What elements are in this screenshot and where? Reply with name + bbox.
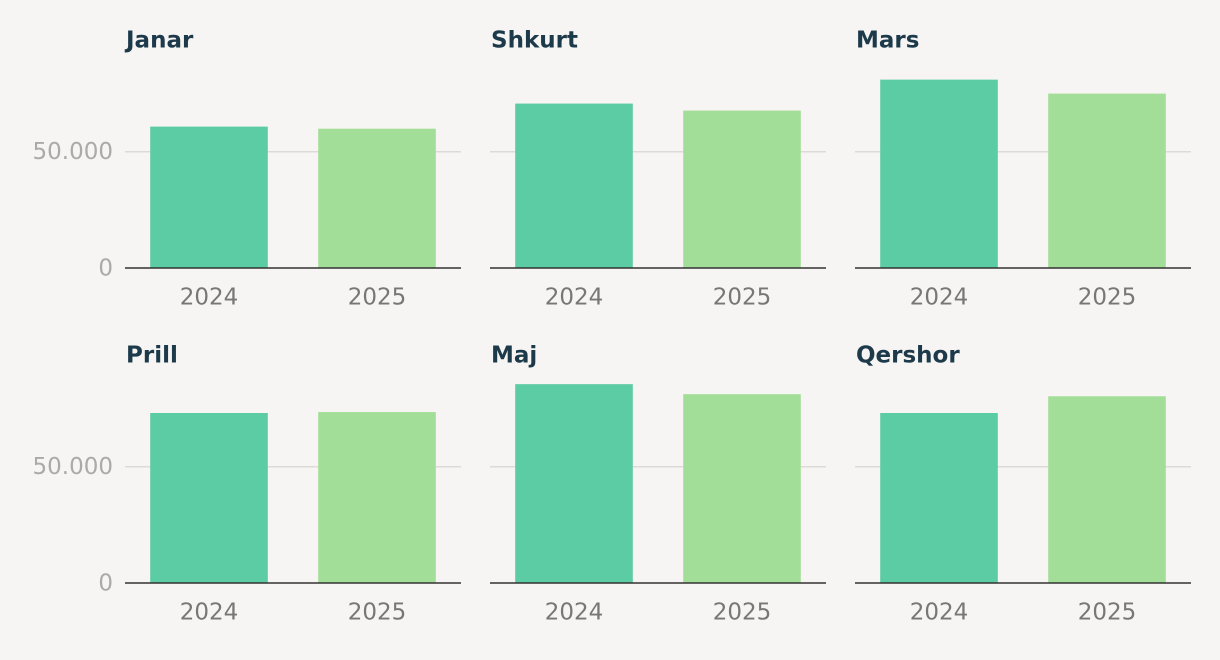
x-tick-label: 2025 <box>348 600 407 626</box>
bar <box>515 103 633 269</box>
x-tick-label: 2024 <box>910 285 969 311</box>
y-tick-label: 50.000 <box>33 139 113 165</box>
bar <box>1048 396 1166 583</box>
x-tick-label: 2025 <box>348 285 407 311</box>
x-tick-label: 2024 <box>180 285 239 311</box>
x-tick-label: 2025 <box>1078 600 1137 626</box>
x-tick-label: 2025 <box>1078 285 1137 311</box>
bar <box>150 126 268 269</box>
bar <box>880 413 998 583</box>
y-tick-label: 0 <box>98 256 113 282</box>
x-tick-label: 2024 <box>545 600 604 626</box>
y-tick-label: 0 <box>98 571 113 597</box>
chart-title: Qershor <box>856 343 960 369</box>
x-tick-label: 2025 <box>713 285 772 311</box>
x-tick-label: 2025 <box>713 600 772 626</box>
bar <box>880 79 998 269</box>
bar <box>318 412 436 583</box>
bar <box>683 394 801 583</box>
bar <box>515 384 633 583</box>
chart-title: Mars <box>856 28 919 54</box>
x-tick-label: 2024 <box>545 285 604 311</box>
chart-title: Janar <box>124 28 194 54</box>
bar <box>318 128 436 268</box>
chart-title: Shkurt <box>491 28 578 54</box>
x-tick-label: 2024 <box>910 600 969 626</box>
y-tick-label: 50.000 <box>33 454 113 480</box>
bar <box>150 413 268 583</box>
chart-title: Prill <box>126 343 178 369</box>
chart-title: Maj <box>491 343 537 369</box>
bar <box>1048 93 1166 269</box>
bar <box>683 110 801 268</box>
x-tick-label: 2024 <box>180 600 239 626</box>
